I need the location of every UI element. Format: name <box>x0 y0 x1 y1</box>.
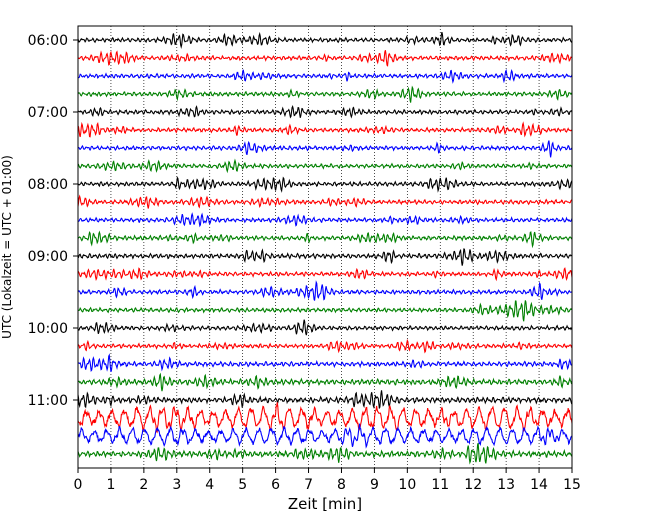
x-tick-label: 10 <box>398 477 416 493</box>
y-tick-label: 06:00 <box>28 33 68 49</box>
x-axis-label: Zeit [min] <box>288 495 362 513</box>
trace-line <box>78 443 572 465</box>
trace-line <box>78 31 572 50</box>
trace-line <box>78 230 572 249</box>
trace-line <box>78 158 572 174</box>
x-tick-label: 4 <box>205 477 214 493</box>
x-tick-label: 1 <box>106 477 115 493</box>
trace-line <box>78 267 572 282</box>
trace-line <box>78 300 572 322</box>
trace-line <box>78 338 572 354</box>
trace-line <box>78 319 572 336</box>
x-tick-label: 2 <box>139 477 148 493</box>
y-axis-label: UTC (Lokalzeit = UTC + 01:00) <box>0 155 14 339</box>
x-tick-label: 9 <box>370 477 379 493</box>
x-tick-label: 15 <box>563 477 581 493</box>
trace-line <box>78 280 572 301</box>
x-tick-label: 7 <box>304 477 313 493</box>
trace-line <box>78 121 572 138</box>
plot-background <box>78 26 572 468</box>
x-tick-label: 14 <box>530 477 548 493</box>
trace-line <box>78 423 572 449</box>
trace-line <box>78 69 572 84</box>
x-tick-label: 3 <box>172 477 181 493</box>
trace-line <box>78 212 572 228</box>
x-tick-label: 6 <box>271 477 280 493</box>
trace-line <box>78 50 572 67</box>
y-tick-label: 11:00 <box>28 393 68 409</box>
x-tick-label: 5 <box>238 477 247 493</box>
trace-line <box>78 85 572 103</box>
trace-line <box>78 140 572 158</box>
trace-line <box>78 390 572 410</box>
trace-line <box>78 248 572 266</box>
x-tick-label: 0 <box>74 477 83 493</box>
plot-frame <box>77 25 573 469</box>
trace-line <box>78 176 572 193</box>
trace-line <box>78 402 572 434</box>
x-tick-label: 11 <box>431 477 449 493</box>
x-tick-label: 12 <box>464 477 482 493</box>
x-axis-ticks: 0 1 2 3 4 5 6 7 8 9 10 11 12 13 14 15 <box>74 468 581 493</box>
trace-line <box>78 194 572 209</box>
trace-line <box>78 353 572 373</box>
traces <box>78 31 572 465</box>
x-tick-label: 13 <box>497 477 515 493</box>
y-tick-label: 09:00 <box>28 249 68 265</box>
y-axis-ticks: 06:00 07:00 08:00 09:00 10:00 11:00 <box>28 33 78 409</box>
x-tick-label: 8 <box>337 477 346 493</box>
trace-line <box>78 105 572 119</box>
trace-line <box>78 372 572 392</box>
y-tick-label: 07:00 <box>28 105 68 121</box>
y-tick-label: 10:00 <box>28 321 68 337</box>
y-tick-label: 08:00 <box>28 177 68 193</box>
